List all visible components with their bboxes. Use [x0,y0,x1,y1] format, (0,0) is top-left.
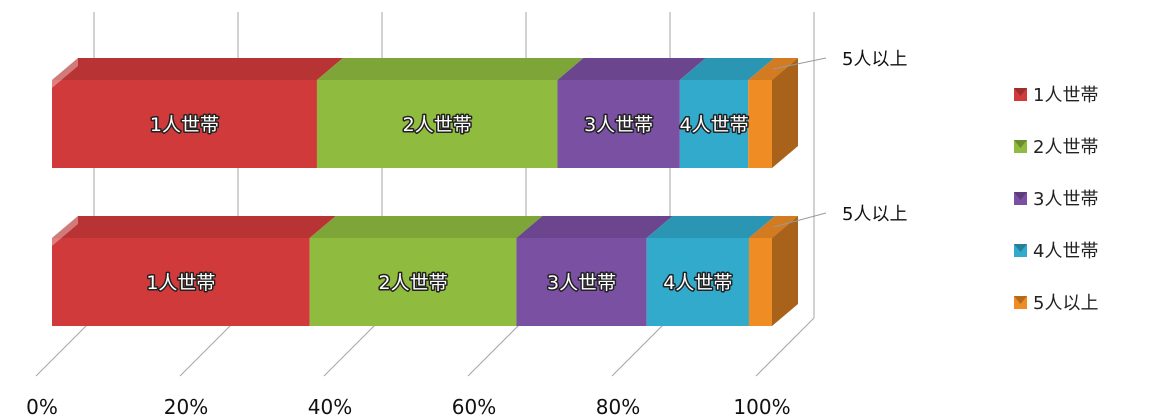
legend-label: 4人世帯 [1033,241,1098,262]
bar-segment-top [309,216,543,238]
floor-gridline [323,317,383,377]
bar-segment [557,80,680,168]
bar-segment [52,80,317,168]
legend-swatch-shade [1014,140,1027,148]
legend-swatch-shade [1014,88,1027,96]
x-tick-label: 0% [26,395,58,419]
callout-leader [773,212,827,228]
floor-gridline [611,317,671,377]
callouts: 5人以上 5人以上 [773,49,907,228]
legend-label: 2人世帯 [1033,137,1098,158]
bar-segment-top [557,58,706,80]
floor-gridline [179,317,239,377]
floor-gridline [467,317,527,377]
legend-item: 1人世帯 [1014,85,1098,106]
bar-segment-top [516,216,673,238]
legend-item: 3人世帯 [1014,189,1098,210]
bar-segment-top [679,58,775,80]
x-tick-label: 40% [308,395,352,419]
bar-segment [679,80,749,168]
legend-item: 2人世帯 [1014,137,1098,158]
bar-segment [52,238,310,326]
x-tick-label: 100% [733,395,790,419]
bar-segment-top [646,216,775,238]
bar-segment-label: 4人世帯 [679,114,748,136]
legend-swatch-shade [1014,244,1027,252]
legend-item: 4人世帯 [1014,241,1098,262]
floor-gridline [755,317,815,377]
bar-segment-side [772,216,798,326]
callout-label: 5人以上 [842,204,907,225]
bars [52,58,798,326]
bar-row [52,216,798,326]
legend-label: 1人世帯 [1033,85,1098,106]
bar-segment-label: 1人世帯 [146,272,215,294]
bar-segment-label: 3人世帯 [584,114,653,136]
bar-segment-top [52,58,343,80]
segment-labels: 1人世帯 2人世帯 3人世帯 4人世帯 1人世帯 2人世帯 3人世帯 4人世帯 [145,113,750,296]
callout-leader [773,57,827,70]
legend: 1人世帯 2人世帯 3人世帯 4人世帯 5人以上 [1014,85,1098,314]
bar-segment-side [772,58,798,168]
floor-gridline [35,317,95,377]
legend-item: 5人以上 [1014,293,1098,314]
x-tick-label: 60% [452,395,496,419]
legend-label: 3人世帯 [1033,189,1098,210]
legend-swatch-shade [1014,192,1027,200]
bar-segment-label: 4人世帯 [663,272,732,294]
x-tick-label: 80% [596,395,640,419]
x-tick-label: 20% [164,395,208,419]
bar-segment [309,238,517,326]
bar-segment-top [316,58,584,80]
bar-segment-top [52,216,336,238]
bar-row [52,58,798,168]
legend-swatch-shade [1014,296,1027,304]
bar-segment [748,238,772,326]
bar-segment [748,80,772,168]
bar-segment-label: 3人世帯 [547,272,616,294]
bar-segment-label: 2人世帯 [403,114,472,136]
x-axis-ticks: 0% 20% 40% 60% 80% 100% [26,395,790,419]
bar-edge-highlight [52,216,78,246]
legend-label: 5人以上 [1033,293,1098,314]
bar-segment-label: 2人世帯 [379,272,448,294]
bar-segment [516,238,647,326]
bar-segment-label: 1人世帯 [150,114,219,136]
bar-segment [646,238,749,326]
bar-segment [316,80,558,168]
bar-edge-highlight [52,58,78,88]
callout-label: 5人以上 [842,49,907,70]
